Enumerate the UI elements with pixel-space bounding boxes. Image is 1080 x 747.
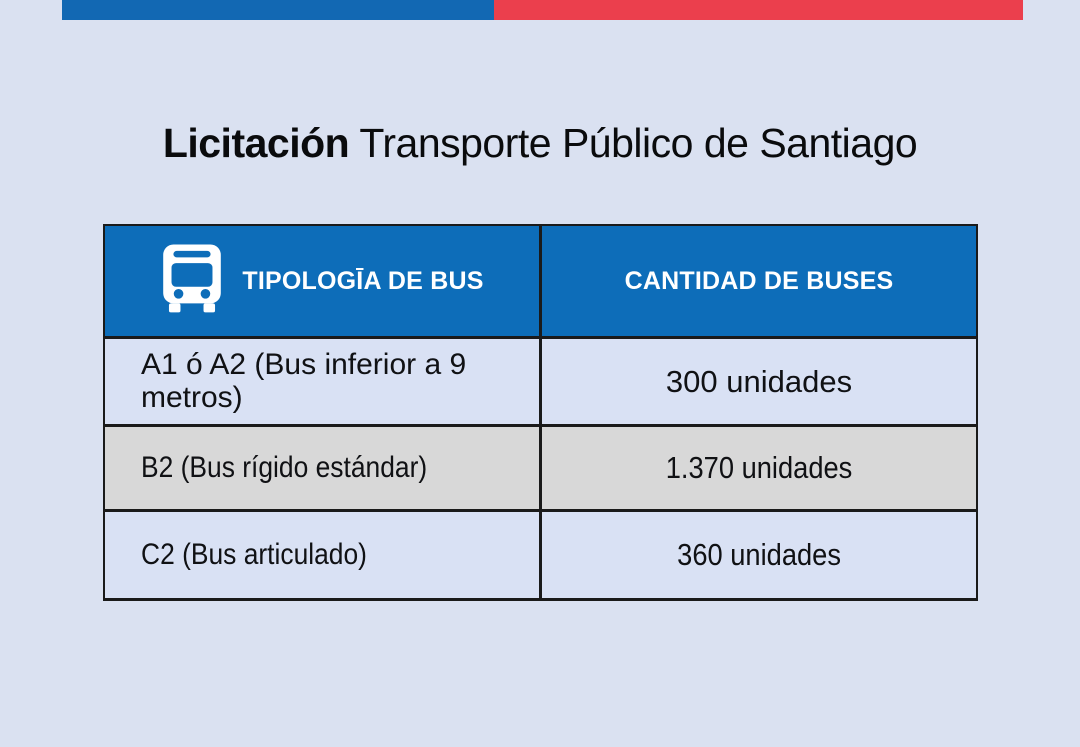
page-title: Licitación Transporte Público de Santiag… [0, 121, 1080, 166]
table-header-cantidad: CANTIDAD DE BUSES [542, 226, 976, 336]
table-row-2-tipologia-cell: C2 (Bus articulado) [105, 512, 539, 598]
cantidad-value: 1.370 unidades [665, 450, 853, 485]
header-label-cantidad: CANTIDAD DE BUSES [624, 266, 894, 295]
table-row-1-cantidad-cell: 1.370 unidades [542, 427, 976, 509]
table-row-1-tipologia-cell: B2 (Bus rígido estándar) [105, 427, 539, 509]
bus-table: TIPOLOGĪA DE BUS CANTIDAD DE BUSES A1 ó … [103, 224, 978, 601]
brand-bar-red-segment [494, 0, 1023, 20]
brand-bar [0, 0, 1080, 20]
tipologia-value: A1 ó A2 (Bus inferior a 9 metros) [141, 348, 467, 414]
table-row-2-cantidad-cell: 360 unidades [542, 512, 976, 598]
table-row-0-cantidad-cell: 300 unidades [542, 339, 976, 424]
title-bold-part: Licitación [162, 120, 350, 167]
title-regular-part: Transporte Público de Santiago [349, 120, 918, 167]
header-label-tipologia: TIPOLOGĪA DE BUS [242, 266, 484, 295]
table-header-tipologia: TIPOLOGĪA DE BUS [105, 226, 539, 336]
table-row-0-tipologia-cell: A1 ó A2 (Bus inferior a 9 metros) [105, 339, 539, 424]
cantidad-value: 360 unidades [677, 537, 841, 572]
tipologia-value: C2 (Bus articulado) [141, 537, 367, 571]
bus-icon [160, 240, 224, 322]
cantidad-value: 300 unidades [665, 363, 853, 399]
tipologia-value: B2 (Bus rígido estándar) [141, 450, 428, 484]
brand-bar-blue-segment [62, 0, 494, 20]
